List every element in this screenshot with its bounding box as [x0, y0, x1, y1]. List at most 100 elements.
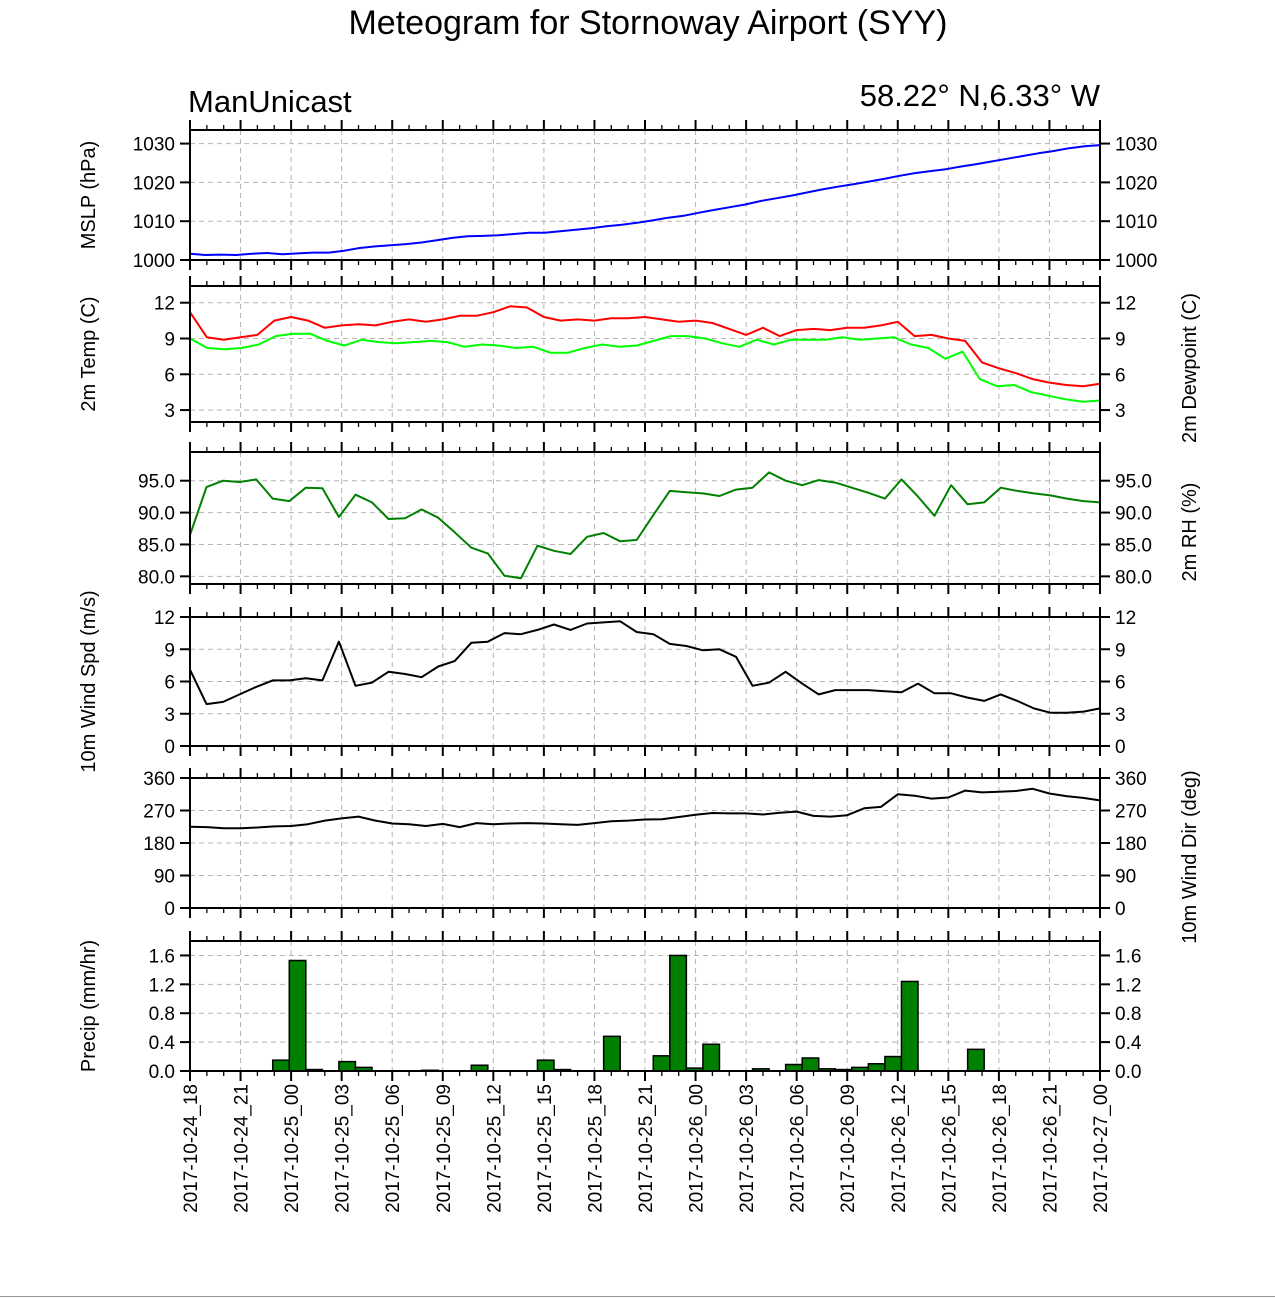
y-tick-label-left: 360 — [143, 769, 175, 790]
model-name: ManUnicast — [188, 84, 352, 119]
x-tick-label: 2017-10-26_09 — [838, 1084, 859, 1213]
y-tick-label-left: 9 — [164, 640, 175, 661]
panel-5: 0 0 90 90 180 180 270 270 360 360 10m Wind Dir (de… — [143, 768, 1201, 944]
y-tick-label-right: 9 — [1115, 329, 1126, 350]
series-line — [189, 144, 1101, 256]
y-tick-label-left: 3 — [164, 705, 175, 726]
y-axis-title-left: MSLP (hPa) — [78, 141, 100, 250]
y-tick-label-left: 0.0 — [149, 1062, 175, 1083]
precip-bar — [900, 980, 919, 1072]
x-tick-label: 2017-10-26_18 — [990, 1084, 1011, 1213]
y-tick-label-right: 270 — [1115, 802, 1147, 823]
y-tick-label-left: 1000 — [133, 251, 175, 272]
y-tick-label-left: 85.0 — [138, 535, 175, 556]
y-tick-label-right: 80.0 — [1115, 567, 1152, 588]
x-tick-label: 2017-10-25_09 — [434, 1084, 455, 1213]
y-tick-label-left: 90.0 — [138, 504, 175, 525]
y-tick-label-left: 80.0 — [138, 567, 175, 588]
y-tick-label-right: 1010 — [1115, 212, 1157, 233]
precip-bar — [966, 1048, 985, 1072]
y-tick-label-right: 0.4 — [1115, 1033, 1142, 1054]
y-tick-label-right: 0.0 — [1115, 1062, 1141, 1083]
x-tick-label: 2017-10-26_15 — [939, 1084, 960, 1213]
y-tick-label-left: 0 — [164, 737, 175, 758]
y-tick-label-left: 90 — [154, 867, 175, 888]
y-tick-label-left: 12 — [154, 608, 175, 629]
y-tick-label-right: 90 — [1115, 867, 1136, 888]
x-tick-label: 2017-10-26_12 — [889, 1084, 910, 1213]
y-axis-title-right: 10m Wind Dir (deg) — [1179, 770, 1201, 943]
y-axis-title-right: 2m Dewpoint (C) — [1179, 293, 1201, 443]
panel-6: 0.0 0.0 0.4 0.4 0.8 0.8 1.2 1.2 1.6 1.6 Precip (mm… — [78, 931, 1142, 1083]
precip-bar — [338, 1060, 357, 1072]
y-axis-title-left: Precip (mm/hr) — [78, 940, 100, 1072]
y-tick-label-left: 95.0 — [138, 472, 175, 493]
x-tick-label: 2017-10-25_00 — [282, 1084, 303, 1213]
y-tick-label-right: 9 — [1115, 640, 1126, 661]
bottom-divider — [0, 1296, 1275, 1297]
y-tick-label-left: 6 — [164, 673, 175, 694]
y-tick-label-left: 6 — [164, 365, 175, 386]
x-tick-label: 2017-10-26_21 — [1040, 1084, 1061, 1213]
x-tick-label: 2017-10-25_18 — [585, 1084, 606, 1213]
y-tick-label-right: 0 — [1115, 737, 1126, 758]
location-coordinates: 58.22° N,6.33° W — [860, 78, 1101, 113]
y-tick-label-right: 85.0 — [1115, 535, 1152, 556]
series-line — [189, 332, 1101, 403]
panel-4: 0 0 3 3 6 6 9 9 12 12 10m Wind Spd (m/s) — [78, 590, 1136, 772]
y-axis-title-left: 10m Wind Spd (m/s) — [78, 590, 100, 772]
panel-1: 1000 1000 1010 1010 1020 1020 1030 1030 MSLP (hP… — [78, 120, 1157, 272]
precip-bar — [288, 959, 307, 1072]
x-tick-label: 2017-10-27_00 — [1091, 1084, 1112, 1213]
y-tick-label-left: 3 — [164, 401, 175, 422]
y-tick-label-right: 1.6 — [1115, 946, 1141, 967]
precip-bar — [801, 1057, 820, 1072]
y-tick-label-right: 1000 — [1115, 251, 1157, 272]
y-tick-label-left: 1.6 — [149, 946, 175, 967]
panel-2: 3 3 6 6 9 9 12 12 2m Temp (C) 2m Dewpoint (C) — [78, 276, 1201, 443]
x-tick-label: 2017-10-26_03 — [737, 1084, 758, 1213]
y-tick-label-left: 0 — [164, 899, 175, 920]
y-tick-label-right: 90.0 — [1115, 504, 1152, 525]
precip-bar — [652, 1055, 671, 1072]
y-tick-label-left: 12 — [154, 294, 175, 315]
y-tick-label-left: 1030 — [133, 135, 175, 156]
series-line — [189, 471, 1101, 580]
y-tick-label-left: 0.8 — [149, 1004, 175, 1025]
x-tick-label: 2017-10-25_15 — [535, 1084, 556, 1213]
y-tick-label-left: 0.4 — [149, 1033, 176, 1054]
y-tick-label-left: 1010 — [133, 212, 175, 233]
precip-bar — [884, 1055, 903, 1072]
y-tick-label-right: 3 — [1115, 705, 1126, 726]
y-tick-label-left: 270 — [143, 802, 175, 823]
panel-3: 80.0 80.0 85.0 85.0 90.0 90.0 95.0 95.0 2m RH (%… — [138, 442, 1201, 594]
series-line — [189, 305, 1101, 388]
precip-bar — [271, 1059, 291, 1072]
y-tick-label-left: 180 — [143, 834, 175, 855]
y-tick-label-right: 3 — [1115, 401, 1126, 422]
y-tick-label-right: 1030 — [1115, 135, 1157, 156]
chart-title: Meteogram for Stornoway Airport (SYY) — [348, 4, 947, 42]
y-tick-label-right: 1.2 — [1115, 975, 1141, 996]
x-tick-label: 2017-10-25_06 — [383, 1084, 404, 1213]
x-tick-label: 2017-10-25_03 — [333, 1084, 354, 1213]
x-tick-label: 2017-10-26_00 — [687, 1084, 708, 1213]
y-tick-label-left: 1020 — [133, 173, 175, 194]
y-tick-label-right: 12 — [1115, 608, 1136, 629]
y-axis-title-left: 2m Temp (C) — [78, 296, 100, 411]
series-line — [189, 620, 1101, 714]
x-tick-label: 2017-10-26_06 — [788, 1084, 809, 1213]
precip-bar — [536, 1059, 555, 1072]
precip-bar — [867, 1063, 886, 1072]
y-tick-label-right: 1020 — [1115, 173, 1157, 194]
precip-bar — [702, 1043, 721, 1072]
x-tick-label: 2017-10-25_12 — [484, 1084, 505, 1213]
y-tick-label-right: 0 — [1115, 899, 1126, 920]
precip-bar — [602, 1035, 621, 1072]
y-tick-label-right: 12 — [1115, 294, 1136, 315]
x-tick-label: 2017-10-24_18 — [181, 1084, 202, 1213]
time-axis: 2017-10-24_18 2017-10-24_21 2017-10-25_00 2… — [181, 1084, 1112, 1213]
x-tick-label: 2017-10-24_21 — [232, 1084, 253, 1213]
y-tick-label-left: 9 — [164, 329, 175, 350]
